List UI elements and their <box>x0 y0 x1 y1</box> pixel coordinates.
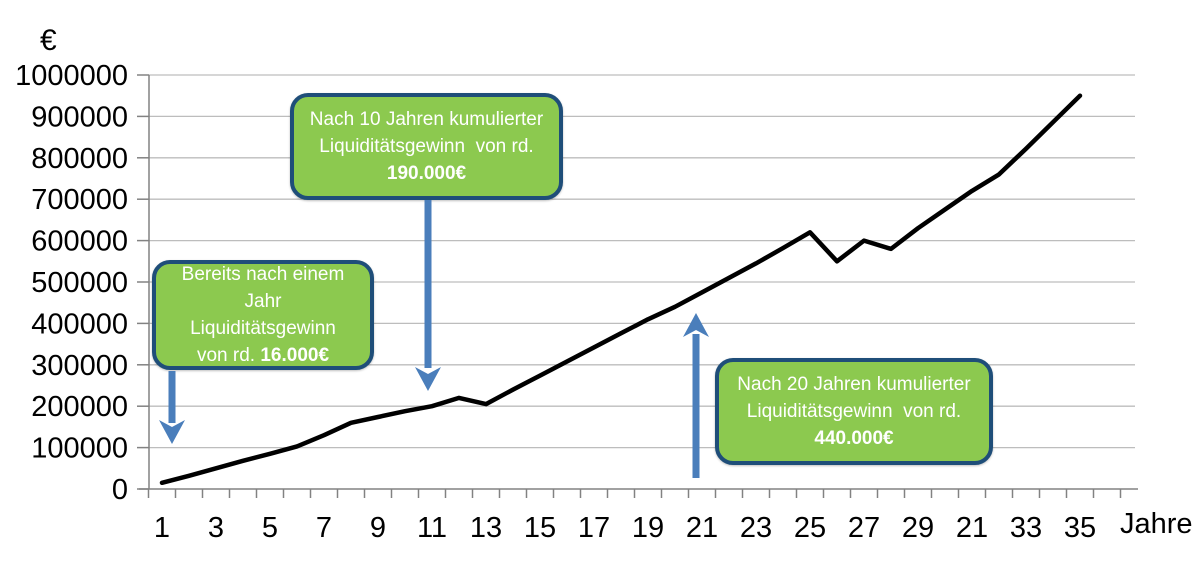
callout-text-line: Nach 20 Jahren kumulierter <box>737 374 971 395</box>
svg-text:300000: 300000 <box>31 350 128 382</box>
svg-text:1000000: 1000000 <box>15 60 128 92</box>
y-axis-unit-label: € <box>40 24 57 57</box>
callout-text-line: Bereits nach einem <box>181 264 345 285</box>
arrow-down-icon <box>415 200 441 391</box>
svg-text:9: 9 <box>370 512 386 544</box>
callout-amount: 440.000€ <box>814 428 894 449</box>
arrow-up-icon <box>683 313 709 478</box>
svg-text:100000: 100000 <box>31 433 128 465</box>
svg-text:3: 3 <box>208 512 224 544</box>
callout-amount: 190.000€ <box>386 163 467 184</box>
svg-text:700000: 700000 <box>31 184 128 216</box>
svg-text:1: 1 <box>154 512 170 544</box>
svg-text:900000: 900000 <box>31 101 128 133</box>
svg-text:400000: 400000 <box>31 308 128 340</box>
axes <box>137 74 1138 498</box>
svg-text:200000: 200000 <box>31 391 128 423</box>
svg-text:19: 19 <box>632 512 664 544</box>
svg-text:29: 29 <box>902 512 934 544</box>
svg-text:25: 25 <box>794 512 826 544</box>
svg-text:21: 21 <box>956 512 988 544</box>
y-tick-labels: 0 100000 200000 300000 400000 500000 600000 700… <box>15 60 128 506</box>
svg-text:35: 35 <box>1064 512 1096 544</box>
callout-text-line: Liquiditätsgewinn von rd. <box>319 136 534 157</box>
callout-amount: 16.000€ <box>260 345 330 366</box>
svg-text:33: 33 <box>1010 512 1042 544</box>
x-axis-unit-label: Jahre <box>1120 508 1193 540</box>
callout-text-line: Nach 10 Jahren kumulierter <box>309 109 544 130</box>
svg-text:7: 7 <box>316 512 332 544</box>
svg-text:23: 23 <box>740 512 772 544</box>
svg-text:17: 17 <box>578 512 610 544</box>
svg-text:15: 15 <box>524 512 556 544</box>
callout-text-line: Jahr <box>244 291 282 312</box>
svg-text:13: 13 <box>470 512 502 544</box>
callout-year20: Nach 20 Jahren kumulierter Liquiditätsge… <box>715 358 993 465</box>
svg-text:600000: 600000 <box>31 226 128 258</box>
callout-year1: Bereits nach einem Jahr Liquiditätsgewin… <box>152 260 374 370</box>
svg-text:27: 27 <box>848 512 880 544</box>
x-tick-labels: 1 3 5 7 9 11 13 15 17 19 21 23 25 27 29 21 33 35 <box>154 512 1096 544</box>
svg-text:800000: 800000 <box>31 143 128 175</box>
callout-text: von rd. <box>196 345 261 366</box>
svg-text:0: 0 <box>112 474 128 506</box>
callout-year10: Nach 10 Jahren kumulierter Liquiditätsge… <box>290 93 563 200</box>
svg-text:21: 21 <box>686 512 718 544</box>
data-line <box>159 93 1083 486</box>
arrow-down-icon <box>159 371 185 444</box>
svg-text:500000: 500000 <box>31 267 128 299</box>
callout-text-line: Liquiditätsgewinn <box>190 318 336 339</box>
callout-text-line: Liquiditätsgewinn von rd. <box>746 401 962 422</box>
callout-text-line: von rd. 16.000€ <box>197 342 329 369</box>
svg-text:11: 11 <box>417 512 447 544</box>
svg-text:5: 5 <box>262 512 278 544</box>
